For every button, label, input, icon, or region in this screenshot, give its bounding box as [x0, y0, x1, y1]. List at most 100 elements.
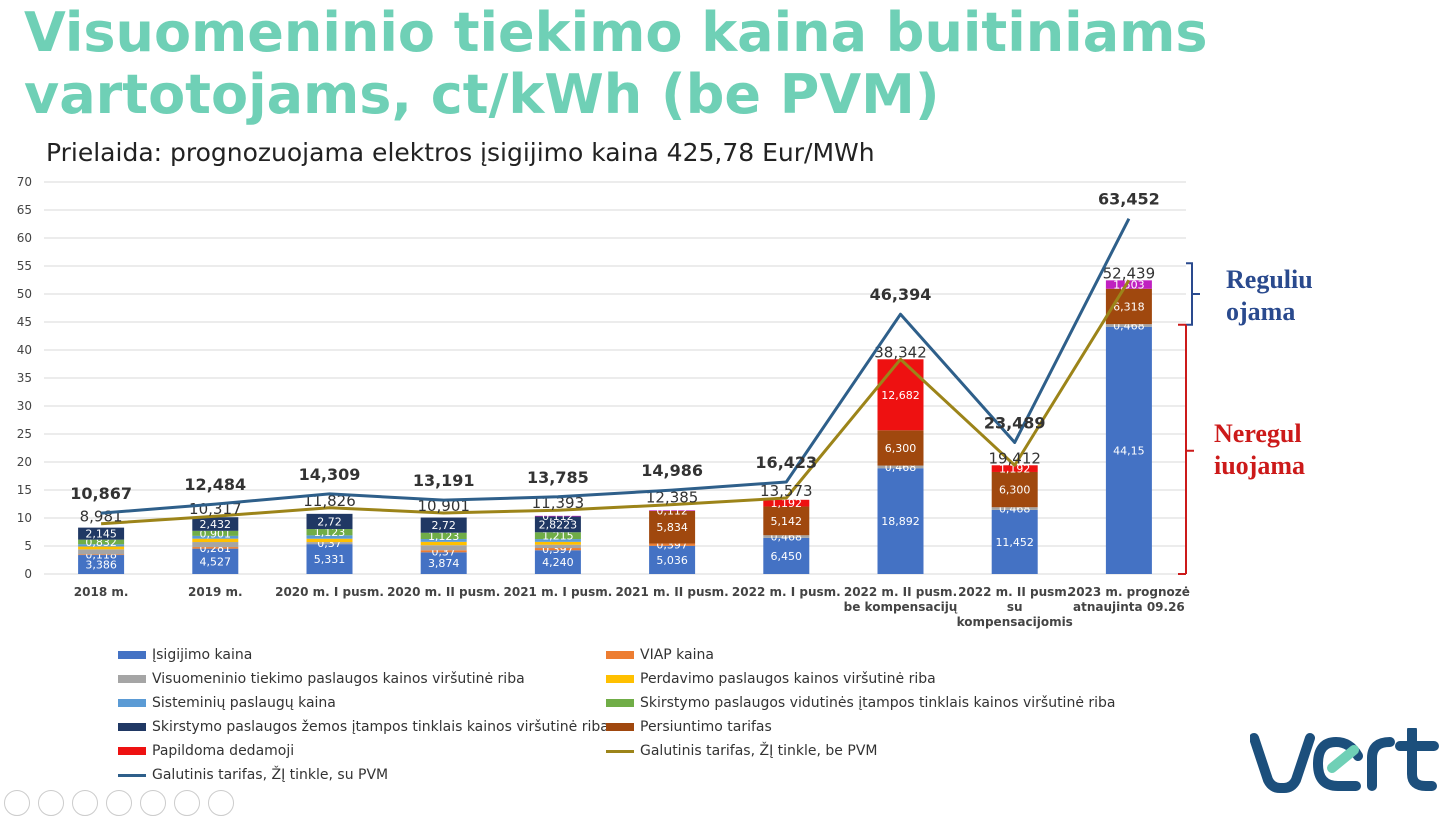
x-tick-label: kompensacijomis [957, 615, 1073, 629]
bar-data-label: 3,386 [85, 559, 117, 572]
bar-segment [78, 555, 125, 574]
bar-data-label: 44,15 [1113, 444, 1145, 457]
bar-data-label: 12,682 [881, 389, 920, 402]
bar-data-label: 1,192 [999, 463, 1031, 476]
legend-swatch [606, 749, 634, 753]
bar-segment [534, 532, 581, 540]
legend-swatch [118, 747, 146, 755]
line-data-label: 14,986 [641, 461, 703, 480]
unregulated-bracket [1178, 323, 1194, 575]
y-tick-label: 30 [17, 399, 32, 413]
zoom-icon[interactable] [106, 790, 132, 816]
more-options-icon[interactable] [208, 790, 234, 816]
bar-segment [763, 535, 810, 538]
legend-label: Galutinis tarifas, ŽĮ tinkle, su PVM [152, 767, 389, 783]
bar-data-label: 2,432 [200, 518, 232, 531]
slide-toolbar [4, 790, 234, 816]
bar-data-label: 0,112 [656, 505, 688, 518]
legend-item: Visuomeninio tiekimo paslaugos kainos vi… [118, 668, 525, 690]
y-tick-label: 10 [17, 511, 32, 525]
bar-segment [1105, 326, 1152, 574]
bar-segment [877, 465, 924, 469]
legend-item: Papildoma dedamoji [118, 740, 294, 762]
bar-segment [78, 549, 125, 555]
x-tick-label: atnaujinta 09.26 [1073, 600, 1185, 614]
next-slide-icon[interactable] [38, 790, 64, 816]
bar-segment [991, 465, 1038, 472]
bar-segment [649, 543, 696, 546]
bar-data-label: 5,142 [771, 515, 803, 528]
bar-segment [192, 547, 239, 549]
legend-item: Perdavimo paslaugos kainos viršutinė rib… [606, 668, 936, 690]
line-data-label: 63,452 [1098, 190, 1160, 209]
y-tick-label: 70 [17, 175, 32, 189]
bar-segment [420, 541, 467, 546]
y-tick-label: 50 [17, 287, 32, 301]
previous-slide-icon[interactable] [4, 790, 30, 816]
legend-item: Persiuntimo tarifas [606, 716, 772, 738]
x-tick-label: 2022 m. II pusm. [844, 585, 957, 599]
bar-segment [763, 499, 810, 507]
bar-data-label: 18,892 [881, 515, 920, 528]
line-data-label: 52,439 [1103, 264, 1156, 282]
bar-segment [877, 468, 924, 574]
bar-segment [420, 539, 467, 542]
bar-segment [649, 510, 696, 544]
bar-segment [306, 535, 353, 539]
bar-data-label: 3,874 [428, 557, 460, 570]
legend-label: VIAP kaina [640, 647, 714, 663]
bar-data-label: 6,318 [1113, 300, 1145, 313]
bar-segment [78, 546, 125, 550]
x-tick-label: 2020 m. II pusm. [387, 585, 500, 599]
y-tick-label: 55 [17, 259, 32, 273]
x-tick-label: 2021 m. I pusm. [504, 585, 613, 599]
bar-data-label: 5,834 [656, 521, 688, 534]
line-series [101, 279, 1131, 526]
bar-data-label: 5,036 [656, 554, 688, 567]
x-tick-label: 2021 m. II pusm. [615, 585, 728, 599]
line-data-label: 23,489 [984, 413, 1046, 432]
line-data-label: 8,981 [80, 508, 123, 526]
bar-data-label: 1,192 [771, 497, 803, 510]
legend-label: Persiuntimo tarifas [640, 719, 772, 735]
y-tick-label: 40 [17, 343, 32, 357]
x-tick-label: 2018 m. [74, 585, 129, 599]
bar-segment [534, 541, 581, 545]
bar-data-label: 0,112 [542, 510, 574, 523]
chart-subtitle: Prielaida: prognozuojama elektros įsigij… [46, 138, 875, 167]
legend-item: Skirstymo paslaugos žemos įtampos tinkla… [118, 716, 609, 738]
bar-segment [534, 516, 581, 533]
regulated-bracket [1186, 262, 1200, 326]
bar-segment [991, 509, 1038, 574]
legend-label: Įsigijimo kaina [152, 647, 253, 663]
line-data-label: 12,385 [646, 489, 699, 507]
legend-swatch [606, 651, 634, 659]
bar-segment [306, 513, 353, 530]
line-data-label: 46,394 [870, 285, 932, 304]
x-tick-label: 2022 m. II pusm. [958, 585, 1071, 599]
bar-segment [877, 430, 924, 466]
bar-data-label: 6,450 [771, 550, 803, 563]
legend-swatch [606, 675, 634, 683]
y-tick-label: 35 [17, 371, 32, 385]
slides-overview-icon[interactable] [72, 790, 98, 816]
legend-label: Sisteminių paslaugų kaina [152, 695, 336, 711]
subtitles-icon[interactable] [140, 790, 166, 816]
line-series [100, 217, 1131, 515]
bar-segment [306, 542, 353, 545]
bar-segment [192, 535, 239, 539]
y-tick-label: 0 [24, 567, 32, 581]
bar-segment [192, 548, 239, 574]
legend-swatch [118, 699, 146, 707]
bar-segment [420, 550, 467, 553]
bar-data-label: 4,240 [542, 556, 574, 569]
pointer-icon[interactable] [174, 790, 200, 816]
bar-segment [192, 517, 239, 531]
legend-label: Skirstymo paslaugos žemos įtampos tinkla… [152, 719, 609, 735]
bar-segment [991, 471, 1038, 508]
bar-data-label: 1,503 [1113, 279, 1145, 292]
y-tick-label: 60 [17, 231, 32, 245]
x-tick-label: 2019 m. [188, 585, 243, 599]
bar-data-label: 5,331 [314, 553, 346, 566]
